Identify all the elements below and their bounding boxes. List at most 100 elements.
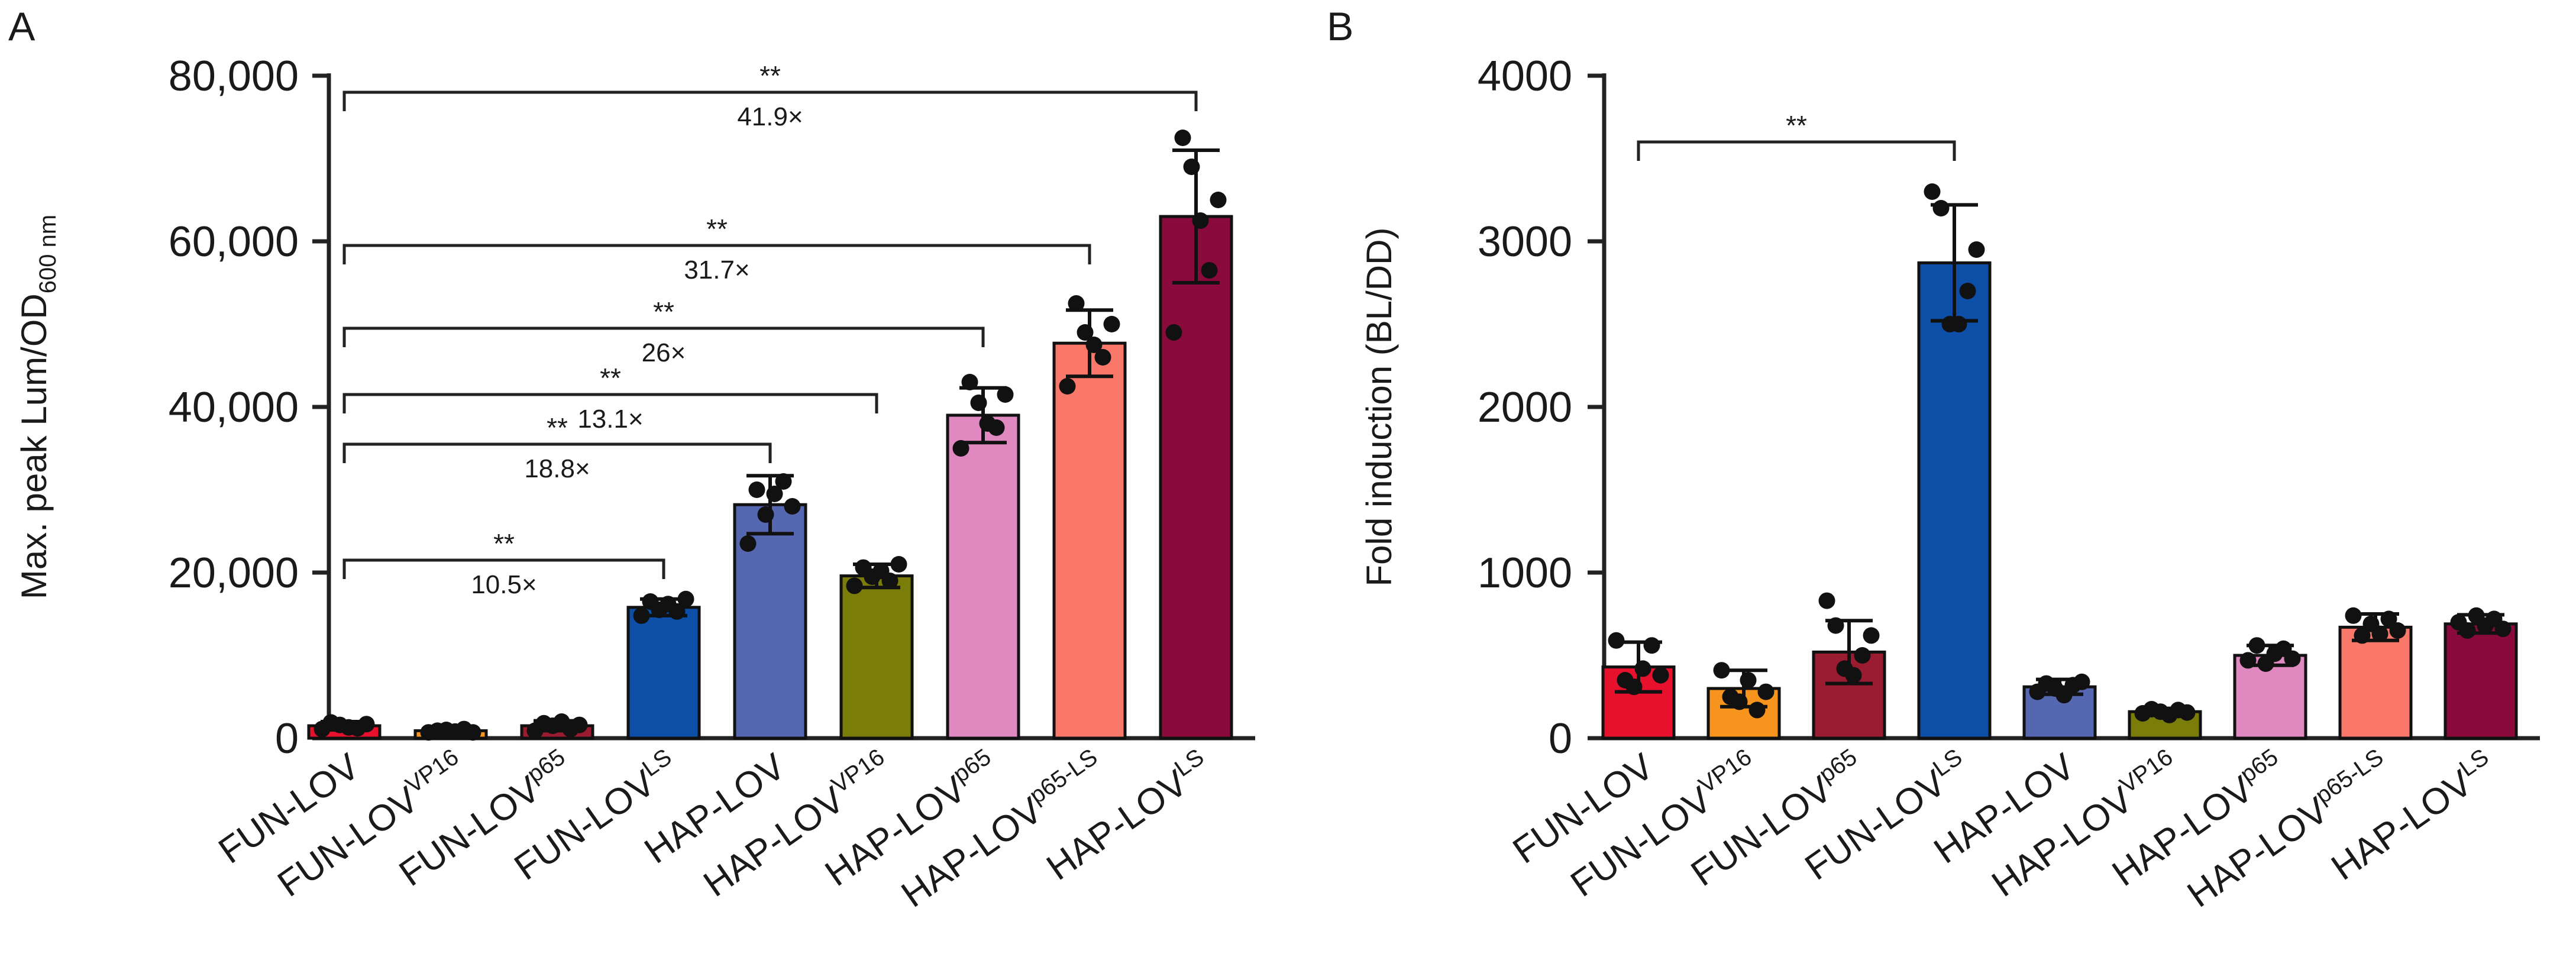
data-point [1068,295,1085,312]
data-point [1608,632,1625,649]
fold-change-label: 13.1× [577,405,643,434]
y-tick-label: 0 [275,715,299,762]
data-point [1968,241,1985,258]
data-point [1625,678,1643,696]
data-point [1183,159,1200,175]
panel-a-letter: A [8,4,35,49]
data-point [2073,673,2090,690]
data-point [677,590,694,607]
data-point [2459,622,2476,639]
significance-label: ** [653,296,674,327]
panel-a-chart: 0 20,000 40,000 60,000 80,000 Max. peak Lum/O… [14,53,1255,916]
y-tick-label: 2000 [1478,384,1572,431]
data-point [1174,130,1191,146]
data-point [1748,702,1766,719]
data-point [952,440,969,457]
fold-change-label: 31.7× [684,256,749,285]
comparison-bracket [342,244,1091,264]
y-tick-label: 4000 [1478,53,1572,100]
data-point [1210,192,1227,208]
data-point [2345,607,2362,624]
data-point [1932,200,1950,216]
bar [2444,622,2518,740]
comparison-bracket [342,90,1198,111]
data-point [784,498,801,515]
data-point [881,573,898,589]
data-point [997,386,1014,403]
data-point [1094,349,1111,366]
data-point [464,724,481,741]
data-point [1192,212,1209,229]
data-point [2354,627,2371,644]
data-point [970,395,987,411]
y-axis-title: Max. peak Lum/OD600 nm [14,215,61,599]
data-point [2239,652,2257,669]
data-point [571,716,588,733]
data-point [2380,610,2397,628]
data-point [1634,660,1651,677]
data-point [2179,704,2196,721]
y-tick-label: 0 [1549,715,1572,762]
data-point [1103,316,1120,332]
fold-change-label: 41.9× [737,102,803,131]
data-point [1757,683,1775,700]
data-point [1924,183,1941,200]
data-point [668,603,686,620]
data-point [739,535,757,552]
data-point [1854,647,1871,664]
panel-b-letter: B [1327,4,1353,49]
data-point [1713,662,1730,679]
bar [839,574,914,740]
fold-change-label: 26× [642,338,686,367]
data-point [1085,337,1103,353]
significance-label: ** [600,363,621,393]
data-point [1643,637,1660,654]
data-point [1818,592,1835,609]
bar [1159,215,1233,740]
data-point [988,419,1005,436]
data-point [1077,324,1094,341]
bar [626,606,701,740]
significance-label: ** [547,412,568,443]
significance-label: ** [493,528,515,559]
y-tick-label: 80,000 [169,53,299,100]
comparison-bracket [342,393,878,413]
bar [1917,261,1992,740]
y-tick-label: 3000 [1478,218,1572,266]
data-point [890,556,907,573]
data-point [2389,622,2406,639]
data-point [846,577,863,594]
data-point [775,473,792,490]
data-point [1201,262,1218,279]
data-point [1652,667,1669,684]
data-point [1845,667,1862,684]
y-tick-label: 60,000 [169,218,299,266]
data-point [748,481,765,498]
data-point [766,486,783,502]
y-axis-title: Fold induction (BL/DD) [1359,228,1399,587]
significance-label: ** [706,214,728,244]
data-point [1731,693,1748,710]
data-point [2494,620,2512,638]
data-point [1950,316,1967,332]
data-point [1059,378,1076,395]
data-point [2248,637,2265,654]
significance-label: ** [1786,110,1807,141]
bar [2338,625,2413,740]
fold-change-label: 10.5× [471,570,536,599]
data-point [1959,283,1976,299]
y-tick-label: 20,000 [169,549,299,597]
data-point [1740,672,1757,688]
significance-label: ** [759,60,781,91]
data-point [2371,625,2388,642]
comparison-bracket [342,558,665,579]
data-point [757,506,774,523]
comparison-bracket [342,327,985,347]
comparison-bracket [342,442,772,463]
data-point [358,716,375,733]
data-point [1165,324,1182,341]
comparison-bracket [1637,140,1956,161]
data-point [1827,617,1844,634]
y-tick-label: 40,000 [169,384,299,431]
